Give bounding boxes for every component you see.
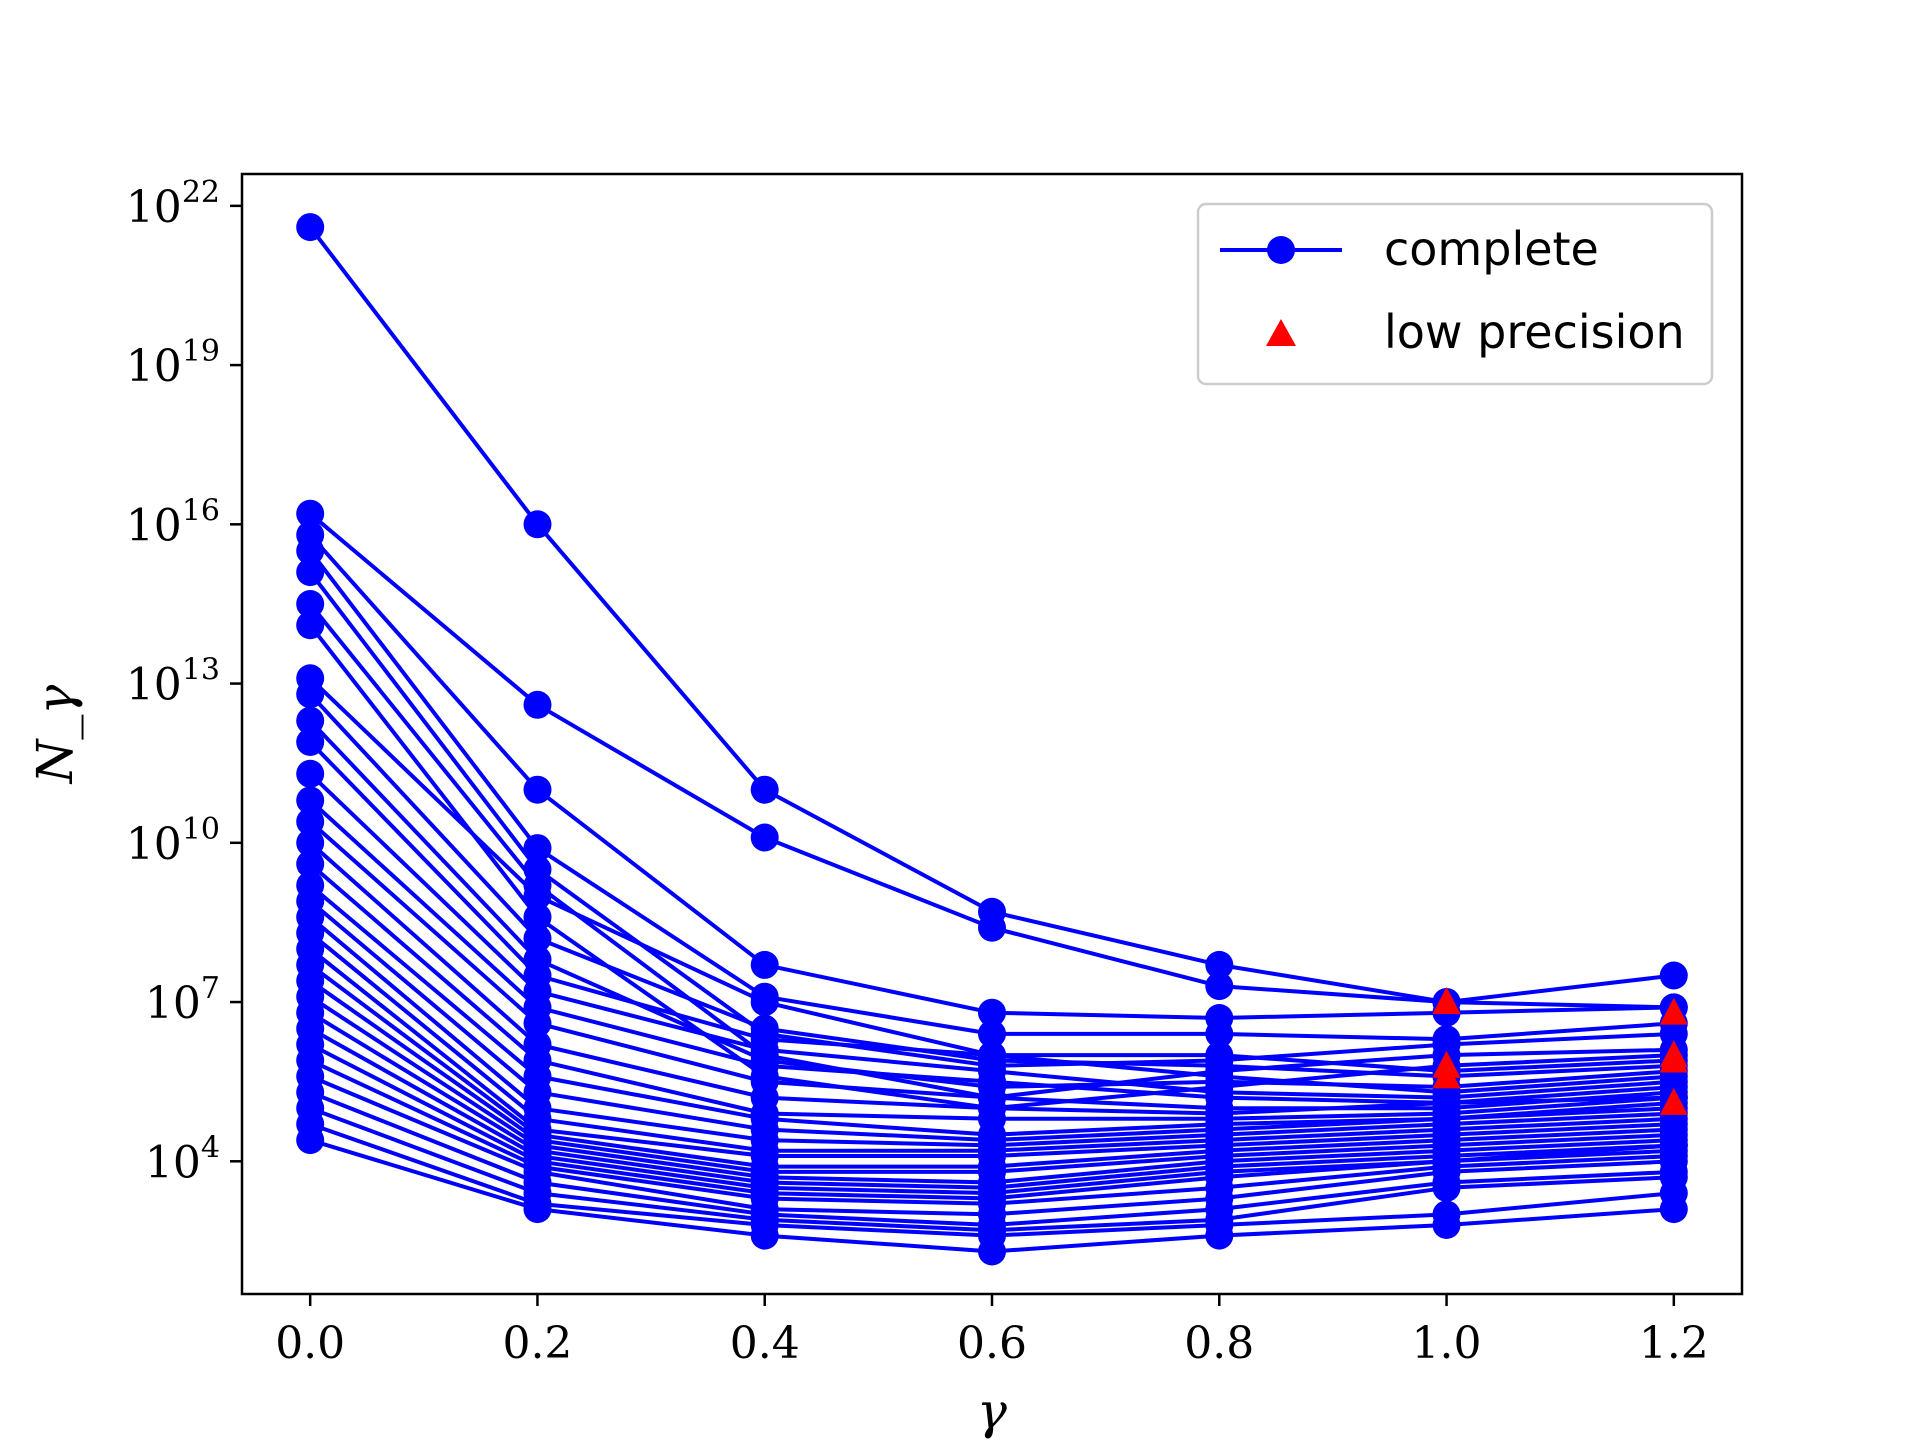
legend-complete-label: complete	[1384, 222, 1599, 276]
data-point	[1205, 972, 1234, 1001]
low-precision-layer	[1432, 987, 1688, 1115]
legend-low-precision-marker	[1266, 319, 1296, 346]
data-point	[296, 850, 325, 878]
x-tick-label: 0.8	[1184, 1318, 1254, 1369]
y-tick-label: 104	[145, 1130, 220, 1188]
series-line-3	[308, 549, 1674, 1042]
data-point	[296, 759, 325, 788]
data-point	[523, 834, 552, 863]
data-point	[1659, 961, 1688, 990]
data-point	[523, 903, 552, 932]
y-tick-label: 1010	[126, 812, 220, 870]
data-point	[750, 1221, 779, 1250]
data-point	[296, 536, 325, 565]
data-point	[523, 775, 552, 804]
x-tick-label: 1.2	[1639, 1318, 1709, 1369]
x-axis: 0.0 0.2 0.4 0.6 0.8 1.0 1.2	[275, 1294, 1709, 1369]
x-tick-label: 1.0	[1412, 1318, 1482, 1369]
data-point	[978, 1019, 1006, 1048]
legend: complete low precision	[1196, 202, 1714, 386]
data-point	[296, 828, 325, 857]
data-point	[296, 611, 325, 640]
data-point	[296, 558, 325, 587]
data-point	[296, 728, 325, 756]
low-precision-point	[1659, 1045, 1688, 1073]
data-point	[296, 499, 325, 528]
low-precision-point	[1659, 1087, 1688, 1115]
y-axis-label: N_γ	[26, 685, 84, 785]
y-tick-label: 1016	[126, 493, 220, 551]
data-point	[750, 823, 779, 852]
data-point	[978, 1237, 1006, 1266]
data-point	[296, 213, 325, 242]
data-point	[296, 1126, 325, 1155]
x-tick-label: 0.0	[275, 1318, 345, 1369]
y-tick-label: 107	[145, 971, 220, 1029]
data-point	[296, 706, 325, 735]
data-point	[523, 510, 552, 539]
data-point	[1659, 1195, 1688, 1224]
data-point	[1432, 1173, 1461, 1202]
data-point	[296, 680, 325, 709]
y-tick-label: 1013	[126, 653, 220, 711]
data-point	[523, 881, 552, 910]
data-point	[750, 988, 779, 1017]
legend-low-precision-label: low precision	[1384, 305, 1685, 359]
y-tick-label: 1019	[126, 334, 220, 392]
data-point	[296, 807, 325, 836]
data-point	[1205, 950, 1234, 979]
y-axis: 104 107 1010 1013 1016 1019 1022	[126, 175, 242, 1188]
series-layer	[296, 213, 1688, 1266]
data-point	[978, 913, 1006, 942]
data-point	[1205, 1019, 1234, 1048]
legend-complete-marker	[1267, 236, 1295, 264]
low-precision-point	[1432, 987, 1461, 1015]
data-point	[750, 950, 779, 979]
data-point	[296, 786, 325, 815]
data-point	[523, 1009, 552, 1038]
data-point	[1205, 1221, 1234, 1250]
low-precision-point	[1659, 997, 1688, 1025]
data-point	[978, 998, 1006, 1027]
data-point	[750, 775, 779, 804]
series-line-2	[308, 533, 1674, 1020]
low-precision-point	[1432, 1061, 1461, 1089]
x-axis-label: γ	[977, 1382, 1007, 1440]
data-point	[523, 924, 552, 953]
data-point	[523, 1195, 552, 1224]
x-tick-label: 0.6	[957, 1318, 1027, 1369]
y-tick-label: 1022	[126, 175, 220, 233]
x-tick-label: 0.2	[502, 1318, 572, 1369]
data-point	[296, 590, 325, 618]
data-point	[1432, 1211, 1461, 1239]
x-tick-label: 0.4	[730, 1318, 800, 1369]
data-point	[523, 690, 552, 719]
